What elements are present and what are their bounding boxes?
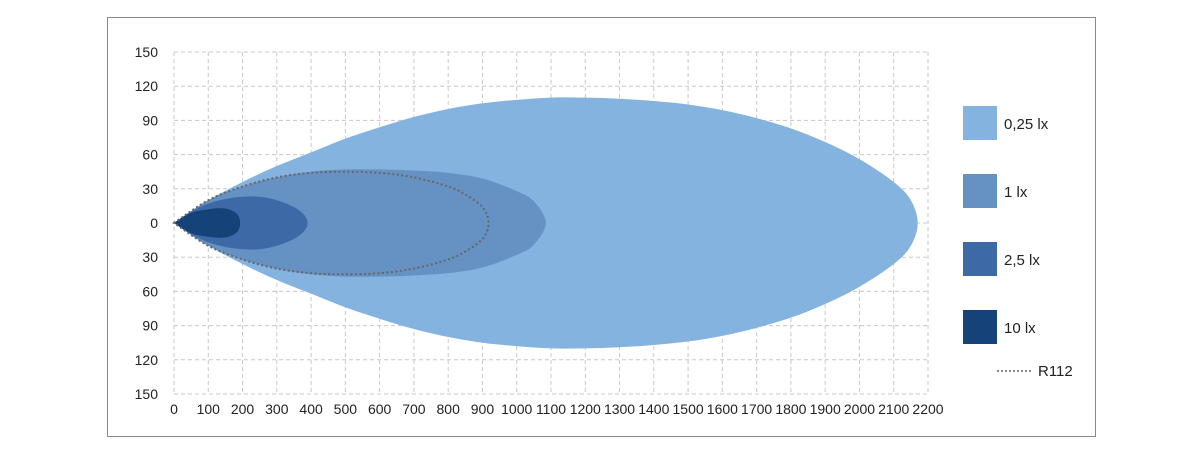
y-tick-label: 120: [135, 352, 159, 368]
area-10-lx: [174, 208, 241, 238]
x-tick-label: 1800: [775, 401, 806, 417]
x-tick-label: 900: [471, 401, 495, 417]
x-tick-label: 800: [437, 401, 461, 417]
legend-label: 1 lx: [1004, 184, 1028, 201]
legend-swatch: [963, 106, 997, 140]
legend-label: 10 lx: [1004, 320, 1036, 337]
legend-label: 2,5 lx: [1004, 252, 1040, 269]
x-tick-label: 700: [402, 401, 426, 417]
x-tick-label: 600: [368, 401, 392, 417]
x-tick-label: 500: [334, 401, 358, 417]
area-1-lx: [174, 169, 546, 277]
x-tick-label: 1200: [570, 401, 601, 417]
legend-swatch: [963, 242, 997, 276]
x-tick-label: 2200: [912, 401, 943, 417]
legend-label: R112: [1038, 363, 1073, 380]
legend: 0,25 lx 1 lx 2,5 lx 10 lx R112: [963, 106, 1073, 380]
y-tick-label: 150: [135, 386, 159, 402]
x-tick-label: 1600: [707, 401, 738, 417]
x-tick-label: 1400: [638, 401, 669, 417]
x-tick-label: 1000: [501, 401, 532, 417]
x-tick-label: 1300: [604, 401, 635, 417]
y-tick-label: 30: [142, 181, 158, 197]
area-0-25-lx: [174, 97, 918, 349]
y-tick-label: 60: [142, 283, 158, 299]
y-tick-label: 0: [150, 215, 158, 231]
y-tick-label: 60: [142, 147, 158, 163]
contour-r112: [172, 170, 490, 276]
y-tick-label: 90: [142, 112, 158, 128]
y-tick-label: 150: [135, 44, 159, 60]
legend-swatch: [963, 310, 997, 344]
legend-swatch: [963, 174, 997, 208]
x-tick-label: 200: [231, 401, 255, 417]
x-tick-label: 1500: [673, 401, 704, 417]
x-tick-label: 400: [299, 401, 323, 417]
x-axis-ticks: 0 100 200 300 400 500 600 700 800 900 1000 1100 1200…: [170, 401, 944, 417]
x-tick-label: 300: [265, 401, 289, 417]
x-tick-label: 100: [197, 401, 221, 417]
x-tick-label: 1900: [810, 401, 841, 417]
x-tick-label: 1100: [536, 401, 566, 417]
legend-label: 0,25 lx: [1004, 116, 1049, 133]
y-axis-ticks: 150 120 90 60 30 0 30 60 90 120 150: [135, 44, 159, 402]
y-tick-label: 30: [142, 249, 158, 265]
y-tick-label: 120: [135, 78, 159, 94]
x-tick-label: 2000: [844, 401, 875, 417]
chart-frame: [107, 17, 1096, 437]
plot-areas: [172, 97, 918, 349]
x-tick-label: 1700: [741, 401, 772, 417]
x-tick-label: 2100: [878, 401, 909, 417]
y-tick-label: 90: [142, 318, 158, 334]
x-tick-label: 0: [170, 401, 178, 417]
